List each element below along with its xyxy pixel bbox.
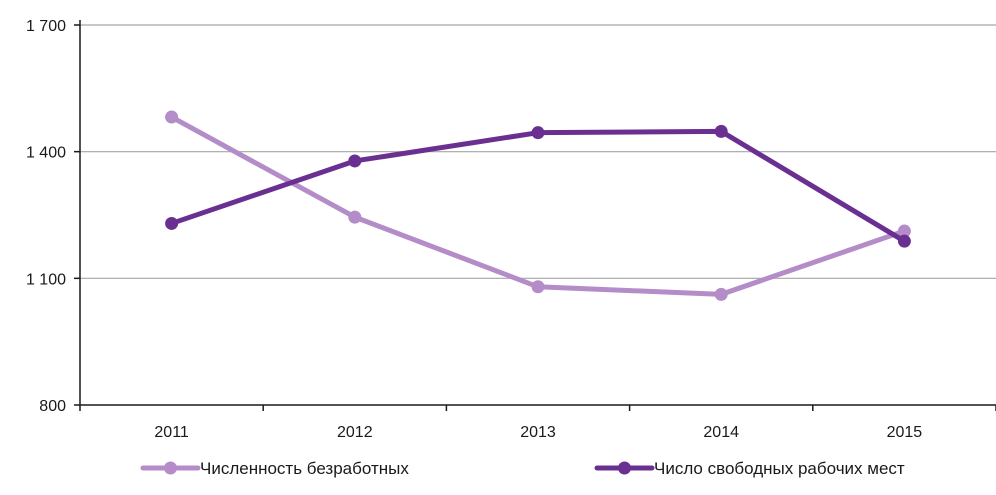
data-point-s0-2014 <box>714 287 728 301</box>
data-point-s0-2012 <box>348 210 362 224</box>
y-tick-label-800: 800 <box>39 398 66 415</box>
data-point-s0-2013 <box>531 280 545 294</box>
x-axis-ticks: 2011 2012 2013 2014 2015 <box>79 405 996 441</box>
data-point-s1-2014 <box>714 124 728 138</box>
y-tick-label-1100: 1 100 <box>26 271 66 288</box>
legend-marker-0 <box>164 461 177 475</box>
data-point-s1-2015 <box>897 234 911 248</box>
legend-marker-1 <box>618 461 631 475</box>
series-line-0 <box>169 114 907 297</box>
data-point-s1-2011 <box>165 216 179 230</box>
data-point-s0-2015 <box>897 224 911 238</box>
x-tick-label-2014: 2014 <box>703 424 739 441</box>
y-axis-ticks: 800 1 100 1 400 1 700 <box>26 18 80 415</box>
axes <box>79 20 996 406</box>
x-tick-label-2012: 2012 <box>337 424 373 441</box>
legend-label-0: Численность безработных <box>200 459 409 478</box>
legend-label-1: Число свободных рабочих мест <box>654 459 905 478</box>
series-lines <box>165 110 911 301</box>
y-tick-label-1400: 1 400 <box>26 145 66 162</box>
x-tick-label-2013: 2013 <box>520 424 556 441</box>
data-point-s0-2011 <box>165 110 179 124</box>
y-tick-label-1700: 1 700 <box>26 18 66 35</box>
x-tick-label-2015: 2015 <box>887 424 923 441</box>
data-point-s1-2013 <box>531 126 545 140</box>
data-point-s1-2012 <box>348 154 362 168</box>
gridlines <box>80 24 996 279</box>
legend: Численность безработных Число свободных р… <box>140 459 905 478</box>
series-line-1 <box>169 128 907 244</box>
x-tick-label-2011: 2011 <box>154 424 189 441</box>
